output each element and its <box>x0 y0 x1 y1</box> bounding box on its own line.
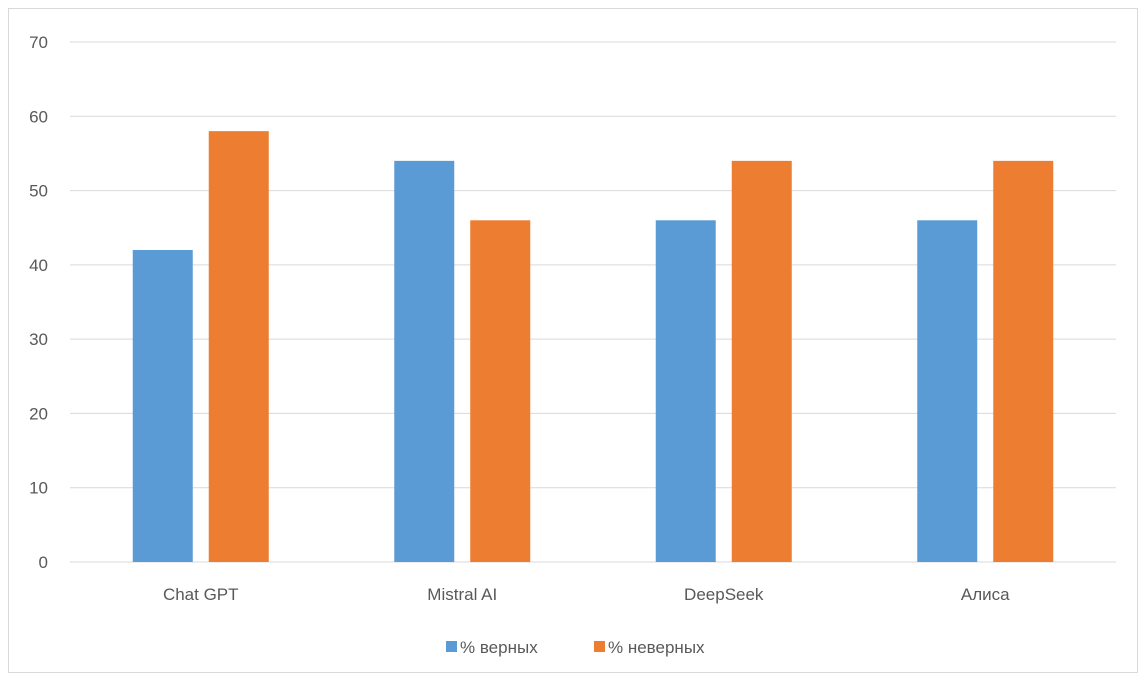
y-tick-label: 10 <box>29 479 48 498</box>
bar-correct <box>394 160 455 562</box>
y-tick-label: 0 <box>39 553 48 572</box>
y-axis-tick-labels: 0 10 20 30 40 50 60 70 <box>29 33 48 572</box>
bar-incorrect <box>731 160 792 562</box>
x-tick-label: Mistral AI <box>427 585 497 604</box>
bar-correct <box>655 220 716 563</box>
chart-frame: 0 10 20 30 40 50 60 70 Chat GPT Mistral AI DeepSe… <box>8 8 1138 673</box>
x-tick-label: Chat GPT <box>163 585 239 604</box>
bar-incorrect <box>208 131 269 562</box>
bar-incorrect <box>993 160 1054 562</box>
legend-label: % верных <box>460 638 538 657</box>
y-tick-label: 20 <box>29 404 48 423</box>
bar-incorrect <box>470 220 531 563</box>
legend-swatch <box>594 641 605 652</box>
y-tick-label: 50 <box>29 182 48 201</box>
legend: % верных % неверных <box>446 638 705 657</box>
legend-label: % неверных <box>608 638 705 657</box>
bars <box>132 131 1054 563</box>
bar-correct <box>132 250 193 562</box>
y-tick-label: 70 <box>29 33 48 52</box>
x-axis-tick-labels: Chat GPT Mistral AI DeepSeek Алиса <box>163 585 1010 604</box>
y-tick-label: 30 <box>29 330 48 349</box>
y-tick-label: 40 <box>29 256 48 275</box>
x-tick-label: DeepSeek <box>684 585 764 604</box>
bar-chart: 0 10 20 30 40 50 60 70 Chat GPT Mistral AI DeepSe… <box>29 33 1116 657</box>
bar-correct <box>917 220 978 563</box>
x-tick-label: Алиса <box>961 585 1010 604</box>
y-tick-label: 60 <box>29 107 48 126</box>
legend-swatch <box>446 641 457 652</box>
